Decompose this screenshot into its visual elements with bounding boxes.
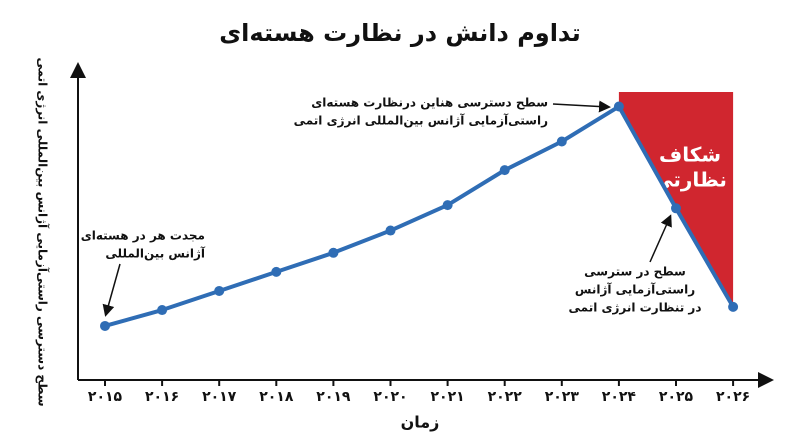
x-tick-label: ۲۰۲۵ bbox=[659, 389, 694, 405]
x-tick-label: ۲۰۱۹ bbox=[316, 389, 351, 405]
annotation: راستی‌آزمایی آژانس بین‌المللی انرژی اتمی bbox=[294, 113, 548, 128]
annotation-arrow bbox=[102, 263, 121, 317]
x-tick-label: ۲۰۱۵ bbox=[88, 389, 123, 405]
x-tick-label: ۲۰۱۸ bbox=[259, 389, 294, 405]
data-point bbox=[613, 101, 624, 112]
data-point bbox=[556, 136, 567, 147]
x-tick-label: ۲۰۲۳ bbox=[545, 389, 580, 405]
data-point bbox=[385, 225, 396, 236]
chart-title: تداوم دانش در نظارت هسته‌ای bbox=[219, 19, 581, 47]
data-point bbox=[100, 320, 110, 331]
x-tick-label: ۲۰۲۲ bbox=[488, 389, 523, 405]
data-line bbox=[104, 104, 735, 328]
data-point bbox=[157, 305, 168, 316]
x-tick-label: ۲۰۱۷ bbox=[202, 389, 237, 405]
y-axis-label: سطح دسترسی راستی‌آزمایی آژانس بین‌المللی… bbox=[36, 57, 51, 406]
annotation: مجدت هر در هسته‌ای bbox=[81, 229, 205, 243]
x-tick-label: ۲۰۲۱ bbox=[431, 389, 465, 405]
annotation: سطح دسترسی هناین درنظارت هسته‌ای bbox=[311, 96, 548, 110]
annotation: آژانس بین‌المللی bbox=[105, 246, 205, 261]
data-point bbox=[442, 200, 453, 211]
annotation-arrow bbox=[649, 214, 672, 263]
data-point bbox=[728, 301, 739, 312]
annotation: راستی‌آزمایی آژانس bbox=[575, 282, 695, 297]
data-point bbox=[271, 266, 282, 277]
x-tick-label: ۲۰۲۶ bbox=[716, 389, 750, 405]
gap-label: شکاف bbox=[659, 143, 721, 167]
annotation: سطح در سترسی bbox=[584, 265, 686, 279]
data-point bbox=[499, 165, 510, 176]
x-tick-label: ۲۰۲۴ bbox=[602, 389, 637, 405]
data-point bbox=[214, 285, 225, 296]
x-tick-label: ۲۰۱۶ bbox=[145, 389, 179, 405]
annotation: در تنظارت انرژی اتمی bbox=[569, 301, 702, 315]
x-axis-label: زمان bbox=[401, 413, 440, 432]
data-point bbox=[328, 247, 339, 258]
x-tick-label: ۲۰۲۰ bbox=[373, 389, 407, 405]
annotation-arrow bbox=[552, 100, 611, 113]
gap-area bbox=[618, 92, 734, 307]
data-point bbox=[671, 203, 681, 214]
